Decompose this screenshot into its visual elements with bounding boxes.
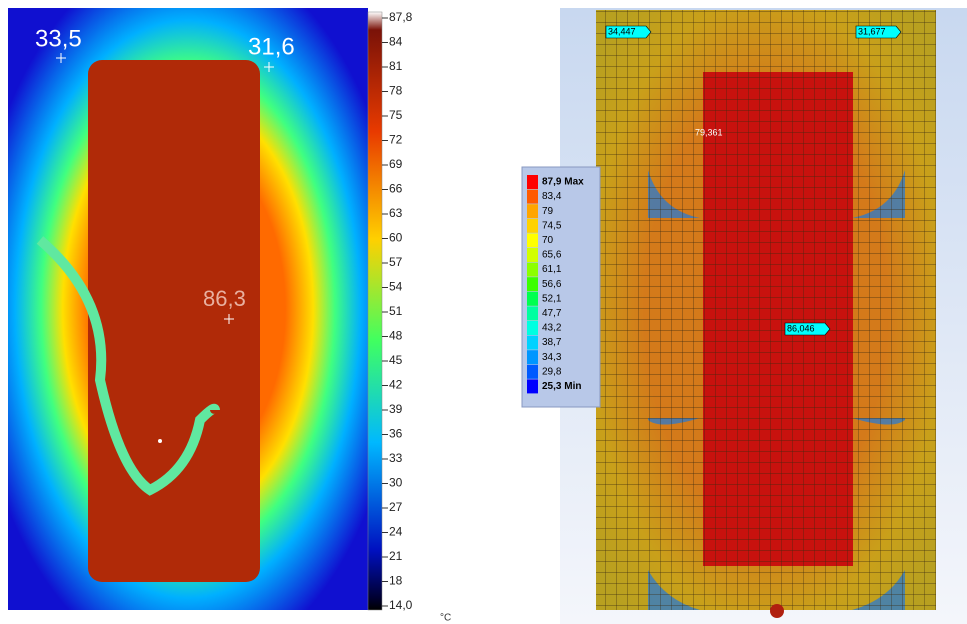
legend-label: 34,3 (542, 352, 562, 363)
legend-swatch (527, 248, 538, 262)
tick-label: 54 (389, 280, 403, 294)
sim-mesh (596, 10, 936, 610)
legend-label: 52,1 (542, 293, 562, 304)
tick-label: 42 (389, 378, 403, 392)
tick-label: 87,8 (389, 10, 413, 24)
tick-label: 33 (389, 451, 403, 465)
spot-label: 31,6 (248, 33, 295, 60)
legend-label: 25,3 Min (542, 381, 581, 392)
probe-label: 86,046 (787, 323, 815, 333)
legend-label: 47,7 (542, 308, 562, 319)
tick-label: 21 (389, 549, 403, 563)
legend-label: 65,6 (542, 250, 562, 261)
legend-label: 70 (542, 235, 554, 246)
tick-label: 72 (389, 133, 403, 147)
legend-swatch (527, 219, 538, 233)
tick-label: 24 (389, 525, 403, 539)
tick-label: 66 (389, 182, 403, 196)
legend-swatch (527, 336, 538, 350)
legend-swatch (527, 379, 538, 393)
tick-label: 39 (389, 402, 403, 416)
page: 33,5 31,6 86,3 87,8 84 81 78 75 72 69 66 63 60 57 5… (0, 0, 967, 624)
tick-label: 45 (389, 353, 403, 367)
tick-label: 81 (389, 59, 403, 73)
sim-foot (770, 604, 784, 618)
scale-ticks: 87,8 84 81 78 75 72 69 66 63 60 57 54 51 48 45 42 39 36 33… (382, 10, 413, 612)
legend-swatch (527, 365, 538, 379)
legend-label: 87,9 Max (542, 177, 584, 188)
probe-label: 34,447 (608, 26, 636, 36)
spot-label: 86,3 (203, 286, 246, 311)
tick-label: 18 (389, 574, 403, 588)
tick-label: 48 (389, 329, 403, 343)
unit: °C (440, 613, 451, 624)
tick-label: 69 (389, 157, 403, 171)
figure: 33,5 31,6 86,3 87,8 84 81 78 75 72 69 66 63 60 57 5… (0, 0, 967, 624)
legend-label: 29,8 (542, 366, 562, 377)
legend-label: 43,2 (542, 323, 562, 334)
color-scale (368, 12, 382, 610)
tick-label: 30 (389, 476, 403, 490)
tick-label: 14,0 (389, 598, 413, 612)
tick-label: 27 (389, 500, 403, 514)
legend-swatch (527, 350, 538, 364)
legend-swatch (527, 190, 538, 204)
legend-label: 56,6 (542, 279, 562, 290)
thermal-hotspot (88, 60, 260, 582)
legend-label: 38,7 (542, 337, 562, 348)
tick-label: 51 (389, 304, 403, 318)
legend-swatch (527, 263, 538, 277)
tick-label: 36 (389, 427, 403, 441)
spot-label: 33,5 (35, 25, 82, 52)
legend-label: 74,5 (542, 220, 562, 231)
legend-label: 79 (542, 206, 554, 217)
tick-label: 63 (389, 206, 403, 220)
tick-label: 84 (389, 35, 403, 49)
tick-label: 75 (389, 108, 403, 122)
tick-label: 57 (389, 255, 403, 269)
legend-swatch (527, 321, 538, 335)
legend-swatch (527, 306, 538, 320)
legend-swatch (527, 277, 538, 291)
tick-label: 60 (389, 231, 403, 245)
thermal-dot (158, 439, 162, 443)
tick-label: 78 (389, 84, 403, 98)
probe-label: 79,361 (695, 127, 723, 137)
legend-swatch (527, 175, 538, 189)
legend-swatch (527, 292, 538, 306)
legend-swatch (527, 233, 538, 247)
legend-swatch (527, 204, 538, 218)
legend-label: 61,1 (542, 264, 562, 275)
legend-label: 83,4 (542, 191, 562, 202)
probe-label: 31,677 (858, 26, 886, 36)
